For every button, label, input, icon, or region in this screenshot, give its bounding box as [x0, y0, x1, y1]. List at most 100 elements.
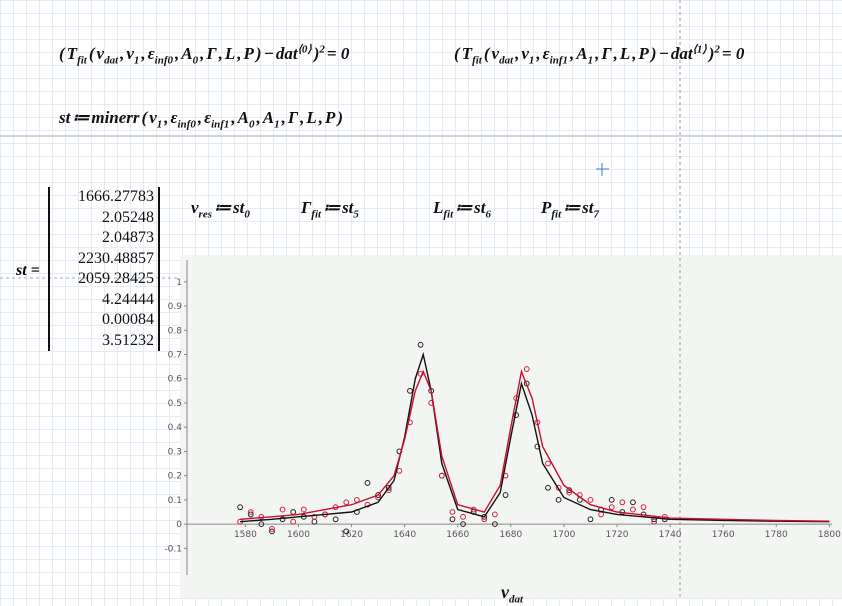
math-base: dat — [670, 43, 693, 63]
math-subscript: fit — [311, 208, 322, 221]
math-token: , — [120, 43, 125, 63]
math-subscript: fit — [551, 208, 562, 221]
x-tick-label: 1740 — [659, 530, 682, 540]
data-point — [566, 489, 573, 496]
math-base: T — [66, 43, 78, 63]
x-tick-label: 1720 — [606, 530, 629, 540]
math-token: ( — [59, 43, 65, 63]
math-base: dat — [275, 43, 298, 63]
y-tick-label: 0.3 — [168, 447, 182, 457]
matrix-cell: 3.51232 — [102, 331, 154, 349]
math-token: ( — [141, 108, 148, 127]
math-base: ε — [542, 43, 550, 63]
math-base: ε — [147, 43, 155, 63]
math-token: , — [164, 108, 169, 127]
data-point — [417, 341, 424, 348]
math-token: Γfit — [301, 198, 322, 221]
math-subscript: inf0 — [177, 118, 196, 131]
math-token: ν1 — [126, 43, 139, 66]
y-tick-label: 0.7 — [168, 351, 182, 361]
math-token: νdat — [491, 43, 514, 67]
math-base: L — [433, 198, 444, 217]
math-base: A — [262, 108, 275, 127]
math-token: ) — [337, 108, 344, 127]
math-token: , — [175, 43, 180, 63]
math-token: A1 — [262, 108, 280, 131]
data-point — [258, 521, 265, 528]
math-token: Γ — [206, 43, 217, 63]
data-point — [438, 472, 445, 479]
math-subscript: dat — [509, 593, 524, 606]
math-token: − — [263, 43, 274, 63]
math-token: ( — [454, 43, 460, 63]
data-point — [460, 513, 466, 520]
math-subscript: 5 — [353, 208, 359, 221]
math-base: A — [181, 43, 193, 63]
x-tick-label: 1760 — [712, 530, 735, 540]
math-subscript: 1 — [274, 118, 280, 131]
data-point — [364, 480, 371, 486]
y-tick-label: 1 — [176, 278, 182, 288]
math-token: A1 — [576, 43, 593, 66]
math-token: dat⟨0⟩ — [275, 43, 312, 63]
math-subscript: 0 — [192, 54, 199, 67]
math-base: Γ — [301, 198, 312, 217]
data-point — [449, 509, 456, 515]
math-token: ν1 — [521, 43, 534, 66]
data-point — [534, 443, 541, 450]
math-token: , — [200, 43, 205, 63]
math-token: , — [318, 108, 324, 127]
y-tick-label: 0.4 — [168, 423, 183, 433]
math-token: ) — [650, 43, 657, 63]
math-token: ≔ — [455, 198, 473, 217]
matrix-cell: 4.24444 — [102, 290, 154, 308]
math-base: ν — [521, 43, 529, 63]
math-token: , — [570, 43, 575, 63]
math-token: , — [197, 108, 203, 127]
math-token: P — [325, 108, 336, 127]
y-tick-label: 0.8 — [168, 326, 183, 336]
math-token: )2 — [709, 43, 720, 63]
math-subscript: res — [198, 208, 212, 221]
math-subscript: inf1 — [211, 118, 230, 131]
math-base: ν — [491, 43, 500, 63]
data-point — [608, 496, 615, 503]
math-base: st — [233, 198, 245, 217]
y-tick-label: 0 — [176, 520, 182, 530]
math-base: ν — [191, 198, 199, 217]
math-subscript: 7 — [593, 208, 600, 221]
math-subscript: dat — [104, 54, 119, 67]
math-token: = 0 — [326, 43, 350, 63]
math-token: dat⟨1⟩ — [670, 43, 707, 63]
data-point — [385, 484, 392, 491]
math-token: L — [306, 108, 317, 127]
math-token: , — [281, 108, 286, 127]
math-token: A0 — [238, 108, 255, 131]
x-axis-label: νdat — [500, 582, 524, 606]
data-point — [343, 528, 350, 535]
x-tick-label: 1660 — [446, 530, 469, 540]
data-point — [492, 521, 498, 528]
math-token: Γ — [287, 108, 299, 127]
data-point — [279, 506, 286, 513]
math-token: , — [237, 43, 242, 63]
data-point — [311, 513, 318, 520]
data-point — [587, 496, 594, 503]
math-superscript: ⟨0⟩ — [297, 43, 312, 55]
math-base: ν — [126, 43, 134, 63]
math-subscript: 0 — [249, 118, 255, 131]
x-tick-label: 1640 — [393, 530, 416, 540]
math-subscript: dat — [499, 54, 514, 67]
math-base: A — [576, 43, 588, 63]
math-base: P — [541, 198, 552, 217]
fit-line — [240, 368, 830, 522]
math-token: ≔ — [214, 198, 231, 217]
math-token: L — [224, 43, 236, 63]
math-base: st — [474, 198, 486, 217]
math-superscript: 2 — [319, 43, 325, 55]
math-token: , — [536, 43, 541, 63]
x-tick-label: 1700 — [552, 530, 575, 540]
math-token: P — [243, 43, 254, 63]
